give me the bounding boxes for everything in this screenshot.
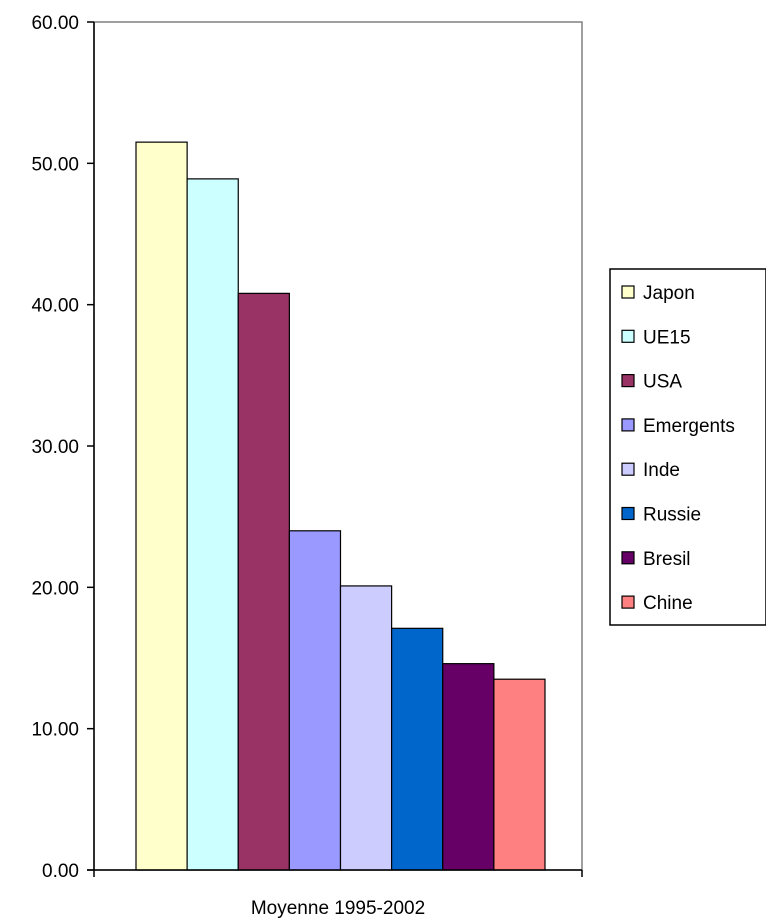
legend-label-inde: Inde — [643, 460, 680, 481]
legend-label-chine: Chine — [643, 593, 693, 614]
legend-label-emergents: Emergents — [643, 416, 735, 437]
legend-label-japon: Japon — [643, 283, 695, 304]
legend-swatch-russie — [621, 506, 635, 521]
legend-swatch-inde — [621, 462, 635, 476]
x-axis-label: Moyenne 1995-2002 — [251, 898, 425, 919]
y-axis: 0.00 10.00 20.00 30.00 40.00 50.00 60.00 — [31, 13, 95, 882]
legend-swatch-chine — [621, 595, 635, 609]
legend-label-usa: USA — [643, 372, 682, 393]
legend-swatch-japon — [621, 285, 635, 299]
bar-inde — [339, 585, 393, 871]
y-tick-label: 0.00 — [42, 861, 79, 882]
y-tick-label: 20.00 — [31, 578, 79, 599]
y-tick-label: 30.00 — [31, 437, 79, 458]
legend: Japon UE15 USA Emergents Inde Russie Bresil Chi… — [609, 268, 766, 626]
bar-emergents — [288, 530, 342, 871]
bar-chine — [493, 678, 546, 871]
x-axis: Moyenne 1995-2002 — [87, 869, 583, 919]
legend-label-ue15: UE15 — [643, 327, 691, 348]
legend-swatch-ue15 — [621, 329, 635, 343]
legend-label-russie: Russie — [643, 505, 701, 526]
legend-swatch-emergents — [621, 418, 635, 432]
y-tick-label: 60.00 — [31, 13, 79, 34]
y-tick-label: 40.00 — [31, 296, 79, 317]
legend-swatch-bresil — [621, 551, 635, 565]
y-tick-label: 10.00 — [31, 720, 79, 741]
legend-frame — [609, 268, 766, 626]
bars — [135, 141, 546, 871]
bar-japon — [135, 141, 188, 871]
bar-usa — [237, 292, 290, 871]
bar-ue15 — [186, 178, 239, 871]
legend-label-bresil: Bresil — [643, 549, 691, 570]
bar-bresil — [442, 663, 495, 871]
y-tick-label: 50.00 — [31, 154, 79, 175]
bar-russie — [391, 627, 444, 871]
legend-swatch-usa — [621, 374, 635, 388]
